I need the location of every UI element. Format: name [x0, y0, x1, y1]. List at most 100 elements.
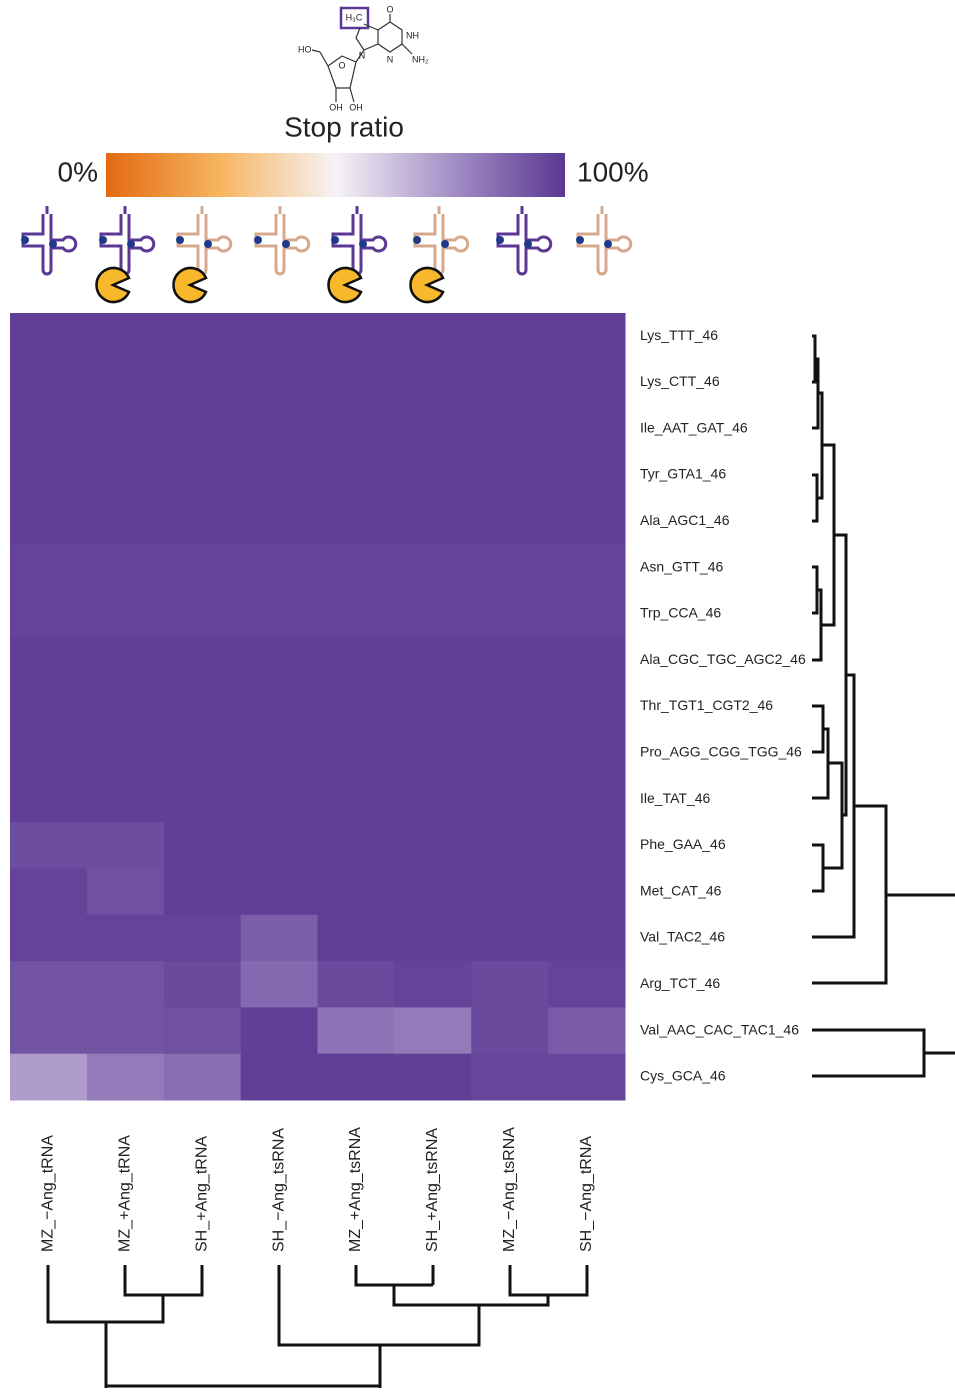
heatmap-cell	[548, 869, 625, 916]
heatmap-cell	[318, 915, 395, 962]
angiogenin-icon	[97, 268, 129, 302]
heatmap-cell	[548, 406, 625, 453]
heatmap-cell	[10, 822, 87, 869]
heatmap-cell	[241, 776, 318, 823]
heatmap-cell	[87, 730, 164, 777]
heatmap-cell	[394, 313, 471, 360]
heatmap-cell	[241, 406, 318, 453]
heatmap-cell	[10, 776, 87, 823]
trna-icon	[21, 206, 76, 274]
heatmap-cell	[164, 776, 241, 823]
molecule: H₃C O NH NH₂ N N HO O OH OH	[298, 4, 429, 112]
heatmap-cell	[87, 869, 164, 916]
heatmap-cell	[241, 637, 318, 684]
heatmap-cell	[394, 498, 471, 545]
heatmap-cell	[241, 961, 318, 1008]
trna-shape	[101, 206, 154, 274]
heatmap-cell	[548, 359, 625, 406]
heatmap-cell	[10, 544, 87, 591]
heatmap-cell	[548, 1007, 625, 1054]
angiogenin-icon	[174, 268, 206, 302]
heatmap-cell	[548, 544, 625, 591]
heatmap-cell	[164, 452, 241, 499]
heatmap-cell	[164, 1007, 241, 1054]
mol-label: N	[359, 50, 366, 60]
modification-dot	[413, 236, 421, 244]
bond	[312, 50, 320, 52]
trna-icons	[21, 206, 631, 302]
heatmap-cell	[10, 1007, 87, 1054]
heatmap-cell	[10, 1054, 87, 1101]
ring	[356, 22, 402, 52]
row-label: Phe_GAA_46	[640, 836, 726, 852]
heatmap-cell	[318, 313, 395, 360]
trna-shape	[415, 206, 468, 274]
heatmap-cell	[241, 683, 318, 730]
heatmap-cell	[164, 637, 241, 684]
heatmap-cell	[471, 544, 548, 591]
heatmap-cell	[87, 637, 164, 684]
heatmap-cell	[164, 313, 241, 360]
heatmap-cell	[548, 1054, 625, 1101]
trna-shape	[178, 206, 231, 274]
bond	[402, 44, 412, 54]
heatmap-cell	[471, 406, 548, 453]
heatmap-cell	[241, 1054, 318, 1101]
row-label: Ala_AGC1_46	[640, 512, 730, 528]
heatmap-cell	[394, 915, 471, 962]
bond	[320, 52, 328, 66]
heatmap-cell	[241, 730, 318, 777]
trna-icon	[413, 206, 468, 274]
heatmap-cell	[87, 591, 164, 638]
row-label: Lys_TTT_46	[640, 327, 718, 343]
heatmap-cell	[87, 776, 164, 823]
heatmap-cell	[10, 730, 87, 777]
modification-dot	[204, 240, 212, 248]
heatmap-cell	[241, 498, 318, 545]
heatmap-cell	[10, 915, 87, 962]
heatmap-cell	[548, 498, 625, 545]
heatmap-cell	[87, 313, 164, 360]
heatmap-cell	[164, 544, 241, 591]
heatmap-cell	[10, 869, 87, 916]
heatmap-cell	[318, 869, 395, 916]
column-label: MZ_+Ang_tsRNA	[347, 1127, 364, 1252]
heatmap-cell	[548, 961, 625, 1008]
trna-shape	[256, 206, 309, 274]
modification-dot	[441, 240, 449, 248]
heatmap-cell	[164, 498, 241, 545]
heatmap-cell	[318, 730, 395, 777]
heatmap-cell	[394, 961, 471, 1008]
modification-dot	[282, 240, 290, 248]
modification-dot	[496, 236, 504, 244]
heatmap-cell	[10, 591, 87, 638]
heatmap-cell	[241, 359, 318, 406]
heatmap-cell	[10, 637, 87, 684]
trna-icon	[99, 206, 154, 274]
trna-icon	[496, 206, 551, 274]
heatmap-cell	[241, 1007, 318, 1054]
heatmap-cell	[548, 683, 625, 730]
heatmap-cell	[164, 1054, 241, 1101]
heatmap-cell	[87, 822, 164, 869]
chart: H₃C O NH NH₂ N N HO O OH OH Stop ratio 0…	[0, 0, 955, 1388]
heatmap-cell	[164, 683, 241, 730]
heatmap-cell	[394, 822, 471, 869]
mol-label: NH₂	[412, 54, 429, 64]
trna-icon	[176, 206, 231, 274]
heatmap-cell	[164, 359, 241, 406]
trna-shape	[333, 206, 386, 274]
heatmap-cell	[394, 1007, 471, 1054]
heatmap-cell	[471, 961, 548, 1008]
colorbar-label: 100%	[577, 156, 649, 187]
heatmap-cell	[10, 313, 87, 360]
heatmap-cell	[471, 822, 548, 869]
heatmap-cell	[318, 822, 395, 869]
heatmap-cell	[87, 452, 164, 499]
heatmap-cell	[548, 637, 625, 684]
heatmap-cell	[87, 544, 164, 591]
trna-shape	[498, 206, 551, 274]
heatmap-cell	[318, 498, 395, 545]
heatmap-cell	[318, 637, 395, 684]
heatmap-cell	[318, 961, 395, 1008]
